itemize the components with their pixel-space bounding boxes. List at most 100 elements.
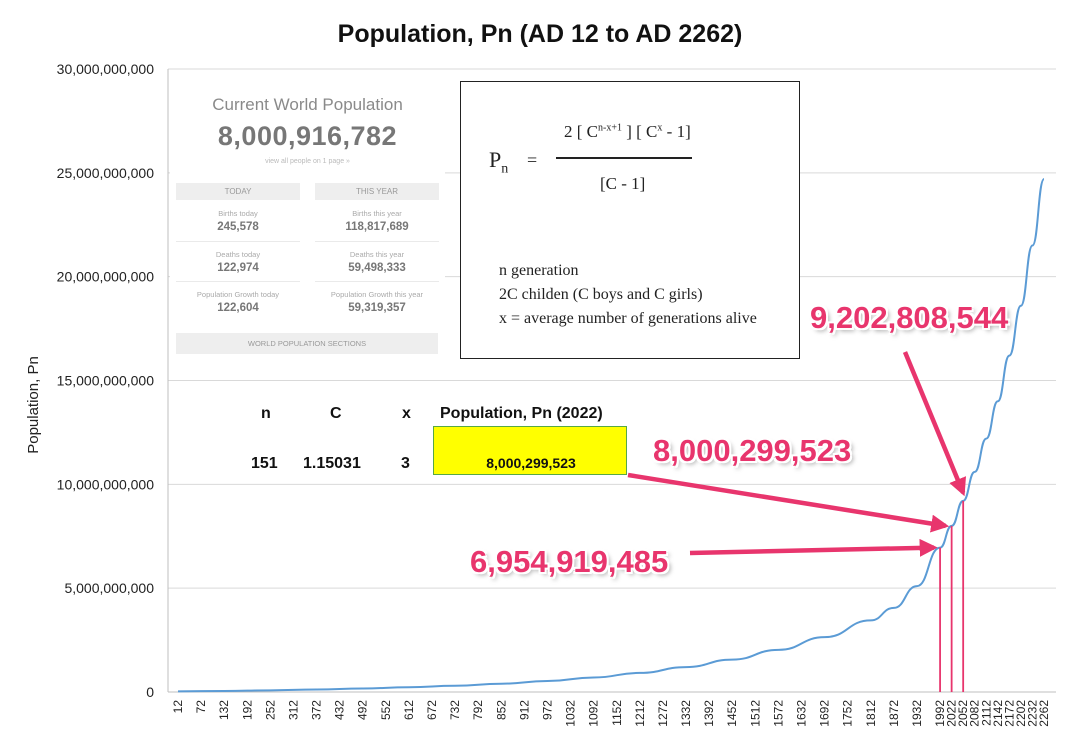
table-value-x: 3	[401, 455, 410, 472]
table-header-c: C	[330, 405, 342, 422]
annotation-2022: 8,000,299,523	[653, 433, 852, 468]
x-tick-label: 2142	[991, 700, 1005, 727]
this-year-header: THIS YEAR	[315, 183, 439, 200]
x-tick-label: 2262	[1037, 700, 1051, 727]
numerator-exponent-a: n-x+1	[598, 122, 622, 134]
x-tick-label: 2022	[945, 700, 959, 727]
formula-note-3: x = average number of generations alive	[499, 310, 757, 327]
x-axis-ticks: 12 72 132 192 252 312 372 432 492 552 612 672 732 792…	[171, 700, 1051, 727]
numerator-part-a: 2 [ C	[564, 122, 598, 141]
growth-year-label: Population Growth this year	[330, 290, 424, 299]
x-tick-label: 1452	[725, 700, 739, 727]
x-tick-label: 2232	[1025, 700, 1039, 727]
numerator-part-c: - 1]	[666, 122, 691, 141]
x-tick-label: 12	[171, 700, 185, 714]
formula-box: Pn = 2 [ Cn-x+1 ] [ Cx - 1] [C - 1] n ge…	[460, 81, 800, 359]
births-today-value: 245,578	[217, 221, 259, 233]
x-tick-label: 1392	[702, 700, 716, 727]
deaths-today-value: 122,974	[217, 262, 259, 274]
formula-equals: =	[527, 150, 538, 170]
x-tick-label: 972	[540, 700, 554, 720]
x-tick-label: 912	[517, 700, 531, 720]
chart-title: Population, Pn (AD 12 to AD 2262)	[338, 20, 743, 48]
y-tick-label: 10,000,000,000	[57, 476, 155, 492]
formula-note-2: 2C childen (C boys and C girls)	[499, 286, 703, 303]
x-tick-label: 1632	[795, 700, 809, 727]
x-tick-label: 432	[333, 700, 347, 720]
divider	[176, 241, 300, 242]
y-tick-label: 0	[146, 684, 154, 700]
births-year-value: 118,817,689	[345, 221, 409, 233]
fraction-bar	[556, 157, 692, 159]
numerator-part-b: ] [ C	[626, 122, 658, 141]
counter-title: Current World Population	[212, 95, 403, 114]
x-tick-label: 2052	[956, 700, 970, 727]
x-tick-label: 132	[217, 700, 231, 720]
x-tick-label: 852	[494, 700, 508, 720]
x-tick-label: 1512	[748, 700, 762, 727]
annotation-arrow	[627, 472, 950, 533]
x-tick-label: 1092	[587, 700, 601, 727]
formula-lhs-symbol: P	[489, 147, 502, 172]
x-tick-label: 1812	[864, 700, 878, 727]
x-tick-label: 1212	[633, 700, 647, 727]
x-tick-label: 2112	[979, 700, 993, 726]
x-tick-label: 2202	[1014, 700, 1028, 727]
x-tick-label: 2082	[968, 700, 982, 727]
series-line	[177, 178, 1045, 693]
deaths-year-label: Deaths this year	[349, 250, 405, 259]
divider	[176, 281, 300, 282]
today-header: TODAY	[176, 183, 300, 200]
counter-value: 8,000,916,782	[217, 121, 398, 151]
x-tick-label: 1692	[818, 700, 832, 727]
divider	[315, 281, 439, 282]
x-tick-label: 732	[448, 700, 462, 720]
x-tick-label: 612	[402, 700, 416, 720]
x-tick-label: 252	[263, 700, 277, 720]
growth-today-label: Population Growth today	[196, 290, 280, 299]
y-tick-label: 30,000,000,000	[57, 61, 155, 77]
x-tick-label: 1992	[933, 700, 947, 727]
births-today-label: Births today	[218, 209, 258, 218]
y-axis-label: Population, Pn	[25, 356, 42, 454]
annotation-arrows	[627, 351, 966, 557]
formula-lhs: Pn	[489, 147, 508, 177]
y-tick-label: 20,000,000,000	[57, 269, 155, 285]
x-tick-label: 1752	[841, 700, 855, 727]
x-tick-label: 1932	[910, 700, 924, 727]
table-header-pn: Population, Pn (2022)	[440, 405, 603, 422]
formula-lhs-subscript: n	[501, 161, 509, 177]
births-year-label: Births this year	[352, 209, 402, 218]
y-tick-label: 25,000,000,000	[57, 165, 155, 181]
table-value-pn: 8,000,299,523	[486, 455, 576, 471]
x-tick-label: 1332	[679, 700, 693, 727]
x-tick-label: 192	[240, 700, 254, 720]
x-tick-label: 72	[194, 700, 208, 714]
table-value-c: 1.15031	[303, 455, 361, 472]
marker-lines	[939, 500, 965, 692]
series-group	[177, 178, 1045, 693]
population-counter-widget: Current World Population 8,000,916,782 v…	[170, 88, 445, 358]
y-axis-ticks: 0 5,000,000,000 10,000,000,000 15,000,000,0…	[57, 61, 155, 700]
x-tick-label: 1272	[656, 700, 670, 727]
formula-numerator: 2 [ Cn-x+1 ] [ Cx - 1]	[564, 122, 691, 142]
x-tick-label: 2172	[1002, 700, 1016, 727]
formula-denominator: [C - 1]	[600, 174, 646, 193]
annotation-arrow	[689, 538, 938, 557]
x-tick-label: 552	[379, 700, 393, 720]
pn-highlight-box: 8,000,299,523	[433, 426, 627, 475]
x-tick-label: 1152	[610, 700, 624, 726]
annotation-2052: 9,202,808,544	[810, 300, 1009, 335]
formula-note-1: n generation	[499, 262, 579, 279]
x-tick-label: 672	[425, 700, 439, 720]
x-tick-label: 372	[310, 700, 324, 720]
world-population-sections-bar[interactable]: WORLD POPULATION SECTIONS	[176, 333, 438, 354]
deaths-today-label: Deaths today	[215, 250, 261, 259]
x-tick-label: 1572	[771, 700, 785, 727]
table-value-n: 151	[251, 455, 278, 472]
view-all-link[interactable]: view all people on 1 page »	[265, 158, 350, 165]
annotation-arrow	[902, 351, 966, 497]
table-header-x: x	[402, 405, 411, 422]
